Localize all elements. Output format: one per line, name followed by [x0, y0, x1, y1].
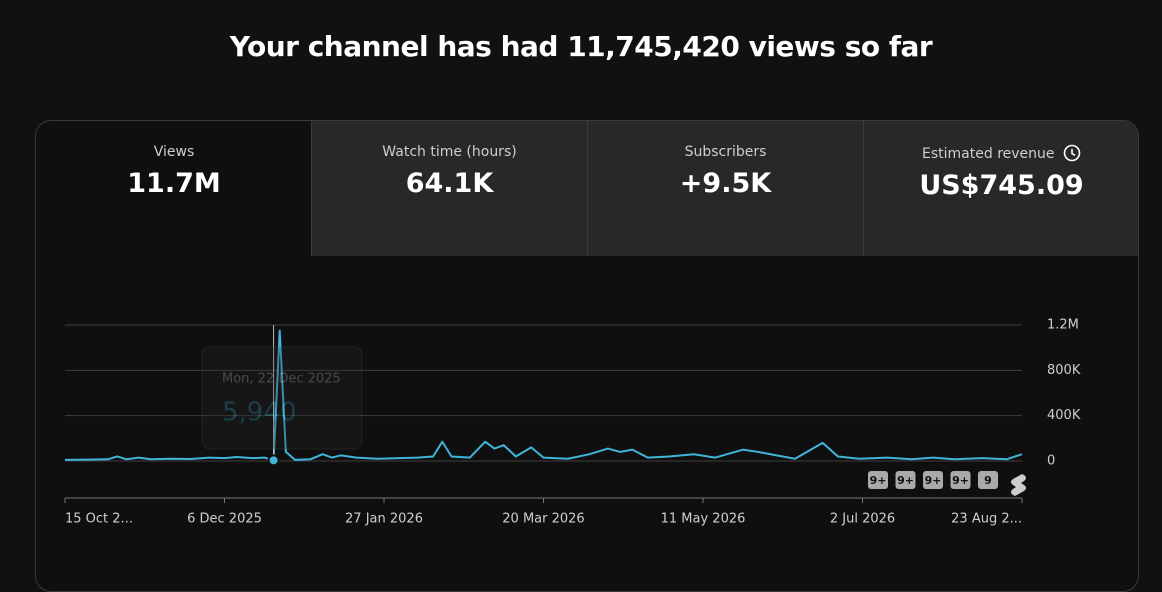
badge — [868, 471, 888, 489]
chart: 0 400K 800K 1.2M 15 Oct 2... 6 Dec 2025 27 Jan… — [64, 318, 1081, 527]
tab-value: 11.7M — [127, 168, 221, 199]
tab-label: Estimated revenue — [864, 144, 1138, 162]
y-tick-label: 400K — [1047, 408, 1081, 423]
tab[interactable]: Watch time (hours) 64.1K — [311, 121, 587, 256]
tab-label: Views — [153, 144, 195, 160]
badge-label: 9+ — [897, 474, 914, 487]
tab-value: US$745.09 — [919, 170, 1084, 201]
badge-label: 9 — [984, 474, 992, 487]
x-tick-label: 11 May 2026 — [661, 512, 746, 527]
hover-point — [267, 454, 280, 467]
x-tick-label: 20 Mar 2026 — [502, 512, 584, 527]
x-tick-label: 27 Jan 2026 — [345, 512, 423, 527]
data-line — [64, 329, 1023, 462]
x-tick-label: 6 Dec 2025 — [187, 512, 262, 527]
tooltip-value: 5,940 — [222, 398, 296, 428]
tab[interactable]: Estimated revenue US$745.09 — [863, 121, 1138, 256]
tab[interactable]: Views 11.7M — [36, 121, 312, 256]
tooltip: Mon, 22 Dec 2025 5,940 — [201, 346, 363, 450]
y-tick-label: 800K — [1047, 363, 1081, 378]
clock-icon[interactable] — [1063, 144, 1081, 162]
badge — [950, 471, 971, 489]
x-tick-label: 2 Jul 2026 — [830, 512, 895, 527]
x-tick-label: 15 Oct 2... — [65, 512, 133, 527]
page: Your channel has had 11,745,420 views so… — [35, 30, 1139, 592]
badge-label: 9+ — [952, 474, 969, 487]
tab-label-text: Estimated revenue — [922, 146, 1055, 162]
analytics-card: Views 11.7M Watch time (hours) 64.1K Sub… — [35, 120, 1139, 592]
tab-label: Subscribers — [684, 144, 767, 160]
tab-value: 64.1K — [405, 168, 494, 199]
tooltip-date: Mon, 22 Dec 2025 — [222, 372, 341, 387]
badge — [895, 471, 916, 489]
badge — [978, 471, 998, 489]
shorts-icon — [1011, 474, 1026, 496]
y-tick-label: 0 — [1047, 454, 1055, 469]
y-tick-label: 1.2M — [1047, 318, 1079, 333]
badge-label: 9+ — [925, 474, 942, 487]
tab-value: +9.5K — [679, 168, 772, 199]
x-tick-label: 23 Aug 2... — [951, 512, 1022, 527]
badge-label: 9+ — [870, 474, 887, 487]
tab-label: Watch time (hours) — [382, 144, 517, 160]
tab[interactable]: Subscribers +9.5K — [587, 121, 863, 256]
tooltip-box — [201, 346, 363, 450]
badge — [923, 471, 943, 489]
page-title: Your channel has had 11,745,420 views so… — [229, 30, 933, 63]
